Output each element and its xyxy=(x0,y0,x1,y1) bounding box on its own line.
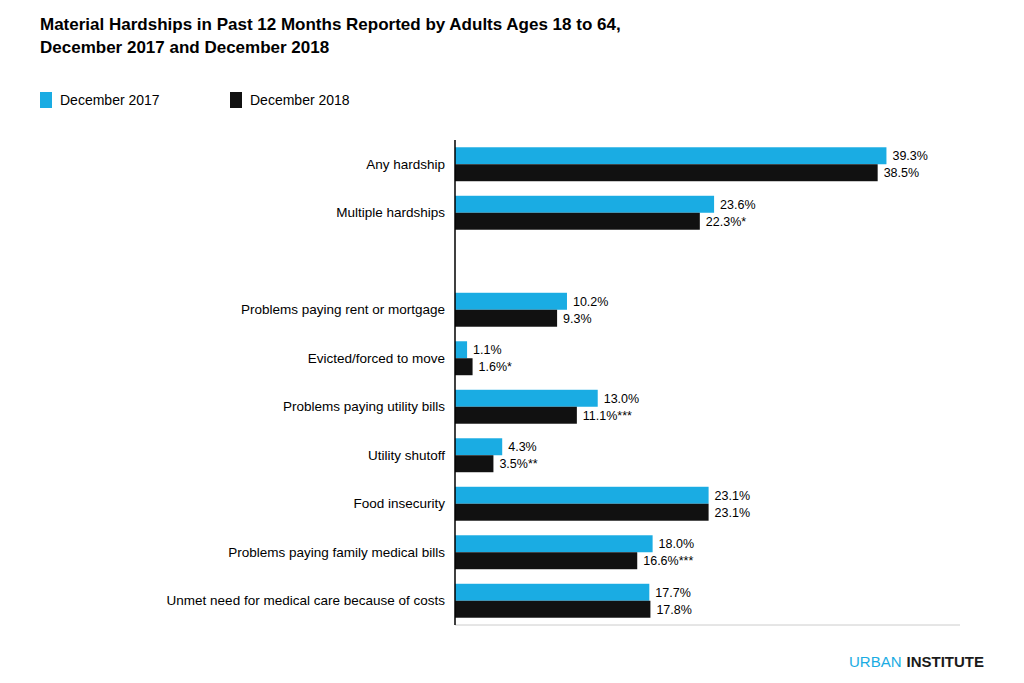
data-label: 10.2% xyxy=(573,295,608,309)
category-label: Unmet need for medical care because of c… xyxy=(167,593,446,608)
bar xyxy=(455,504,709,521)
bar xyxy=(455,535,653,552)
category-label: Problems paying utility bills xyxy=(283,399,445,414)
legend-label: December 2018 xyxy=(250,92,350,108)
x-axis-line xyxy=(455,625,960,626)
data-label: 39.3% xyxy=(892,149,927,163)
category-label: Evicted/forced to move xyxy=(308,351,445,366)
legend-swatch xyxy=(230,92,242,108)
data-label: 9.3% xyxy=(563,312,592,326)
footer-institute: INSTITUTE xyxy=(907,653,985,670)
category-label: Problems paying rent or mortgage xyxy=(241,302,445,317)
bar xyxy=(455,341,467,358)
bar xyxy=(455,358,473,375)
chart: Material Hardships in Past 12 Months Rep… xyxy=(0,0,1024,683)
footer-urban: URBAN xyxy=(849,653,902,670)
bar xyxy=(455,407,577,424)
category-label: Problems paying family medical bills xyxy=(228,545,445,560)
bar xyxy=(455,196,714,213)
category-label: Food insecurity xyxy=(353,496,445,511)
bar xyxy=(455,552,637,569)
footer: URBAN INSTITUTE xyxy=(849,653,984,670)
subtitle: December 2017 and December 2018 xyxy=(40,38,329,57)
legend: December 2017 December 2018 xyxy=(40,92,350,108)
bar xyxy=(455,310,557,327)
bar xyxy=(455,390,598,407)
data-label: 23.1% xyxy=(715,506,750,520)
category-label: Multiple hardships xyxy=(336,205,445,220)
data-label: 1.1% xyxy=(473,343,502,357)
data-label: 13.0% xyxy=(604,392,639,406)
data-label: 22.3%* xyxy=(706,215,746,229)
data-labels: 39.3% 23.6% 10.2% 1.1% 13.0% 4.3% 23.1% 18.0% 17… xyxy=(473,149,928,616)
legend-swatch xyxy=(40,92,52,108)
bar xyxy=(455,147,886,164)
bar xyxy=(455,487,709,504)
bar xyxy=(455,293,567,310)
data-label: 38.5% xyxy=(884,166,919,180)
data-label: 4.3% xyxy=(508,440,537,454)
data-label: 16.6%*** xyxy=(643,554,693,568)
y-axis-line xyxy=(454,140,456,625)
bar xyxy=(455,601,650,618)
category-label: Any hardship xyxy=(366,157,445,172)
data-label: 3.5%** xyxy=(499,457,537,471)
background xyxy=(0,0,1024,683)
bar xyxy=(455,455,493,472)
data-label: 17.7% xyxy=(655,586,690,600)
data-label: 23.6% xyxy=(720,198,755,212)
title: Material Hardships in Past 12 Months Rep… xyxy=(40,15,621,34)
data-label: 18.0% xyxy=(659,537,694,551)
data-label: 11.1%*** xyxy=(583,409,632,423)
data-label: 1.6%* xyxy=(479,360,512,374)
data-label: 23.1% xyxy=(715,489,750,503)
legend-label: December 2017 xyxy=(60,92,160,108)
bars xyxy=(455,147,886,617)
bar xyxy=(455,438,502,455)
category-label: Utility shutoff xyxy=(368,448,445,463)
data-label: 17.8% xyxy=(656,603,691,617)
bar xyxy=(455,164,878,181)
bar xyxy=(455,213,700,230)
bar xyxy=(455,584,649,601)
